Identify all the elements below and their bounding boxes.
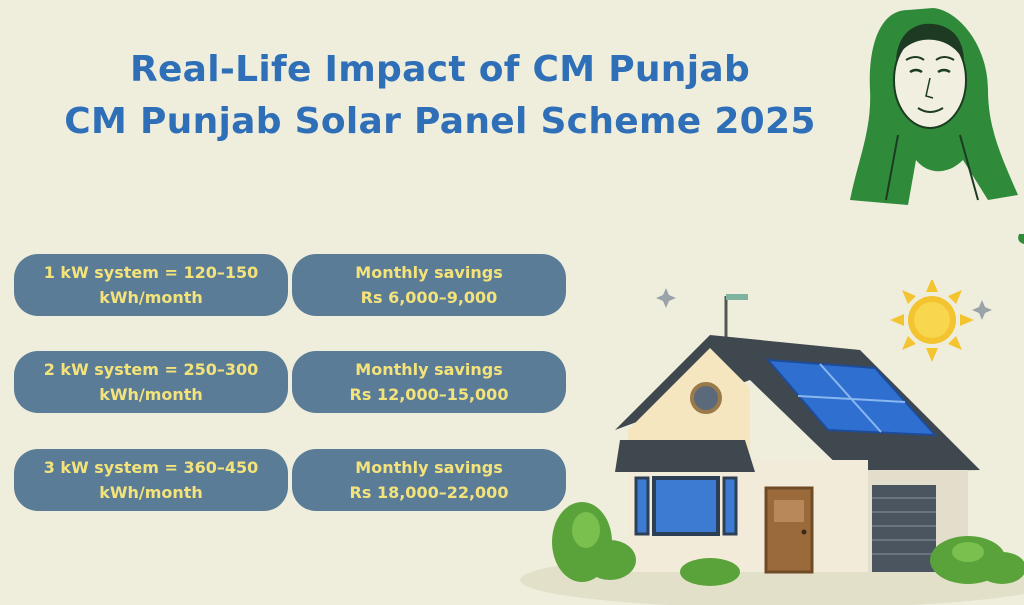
- savings-pill-2kw: Monthly savings Rs 12,000–15,000: [292, 351, 566, 413]
- savings-amount: Rs 18,000–22,000: [349, 483, 509, 502]
- urdu-logo-text: آپکی وزیراعلیٰ: [1016, 207, 1024, 249]
- sun-icon: [890, 280, 974, 362]
- garage-door: [872, 485, 936, 572]
- sparkle-icon: [972, 300, 992, 320]
- title-line-1: Real-Life Impact of CM Punjab: [129, 49, 751, 90]
- savings-amount: Rs 6,000–9,000: [360, 288, 498, 307]
- system-unit-text: kWh/month: [99, 288, 203, 307]
- system-pill-2kw: 2 kW system = 250–300 kWh/month: [14, 351, 288, 413]
- savings-amount: Rs 12,000–15,000: [349, 385, 509, 404]
- system-capacity-text: 2 kW system = 250–300: [43, 360, 259, 379]
- portrait-logo: آپکی وزیراعلیٰ: [850, 8, 1024, 249]
- savings-pill-3kw: Monthly savings Rs 18,000–22,000: [292, 449, 566, 511]
- system-unit-text: kWh/month: [99, 385, 203, 404]
- savings-label: Monthly savings: [355, 263, 503, 282]
- system-pill-1kw: 1 kW system = 120–150 kWh/month: [14, 254, 288, 316]
- savings-label: Monthly savings: [355, 360, 503, 379]
- title-line-2: CM Punjab Solar Panel Scheme 2025: [64, 101, 816, 142]
- savings-label: Monthly savings: [355, 458, 503, 477]
- system-unit-text: kWh/month: [99, 483, 203, 502]
- system-capacity-text: 3 kW system = 360–450: [43, 458, 259, 477]
- house-window: [652, 476, 720, 536]
- solar-panel: [765, 358, 938, 437]
- system-capacity-text: 1 kW system = 120–150: [43, 263, 259, 282]
- savings-pill-1kw: Monthly savings Rs 6,000–9,000: [292, 254, 566, 316]
- system-pill-3kw: 3 kW system = 360–450 kWh/month: [14, 449, 288, 511]
- house-illustration: [520, 280, 1024, 605]
- round-window: [690, 382, 722, 414]
- sparkle-icon: [656, 288, 676, 308]
